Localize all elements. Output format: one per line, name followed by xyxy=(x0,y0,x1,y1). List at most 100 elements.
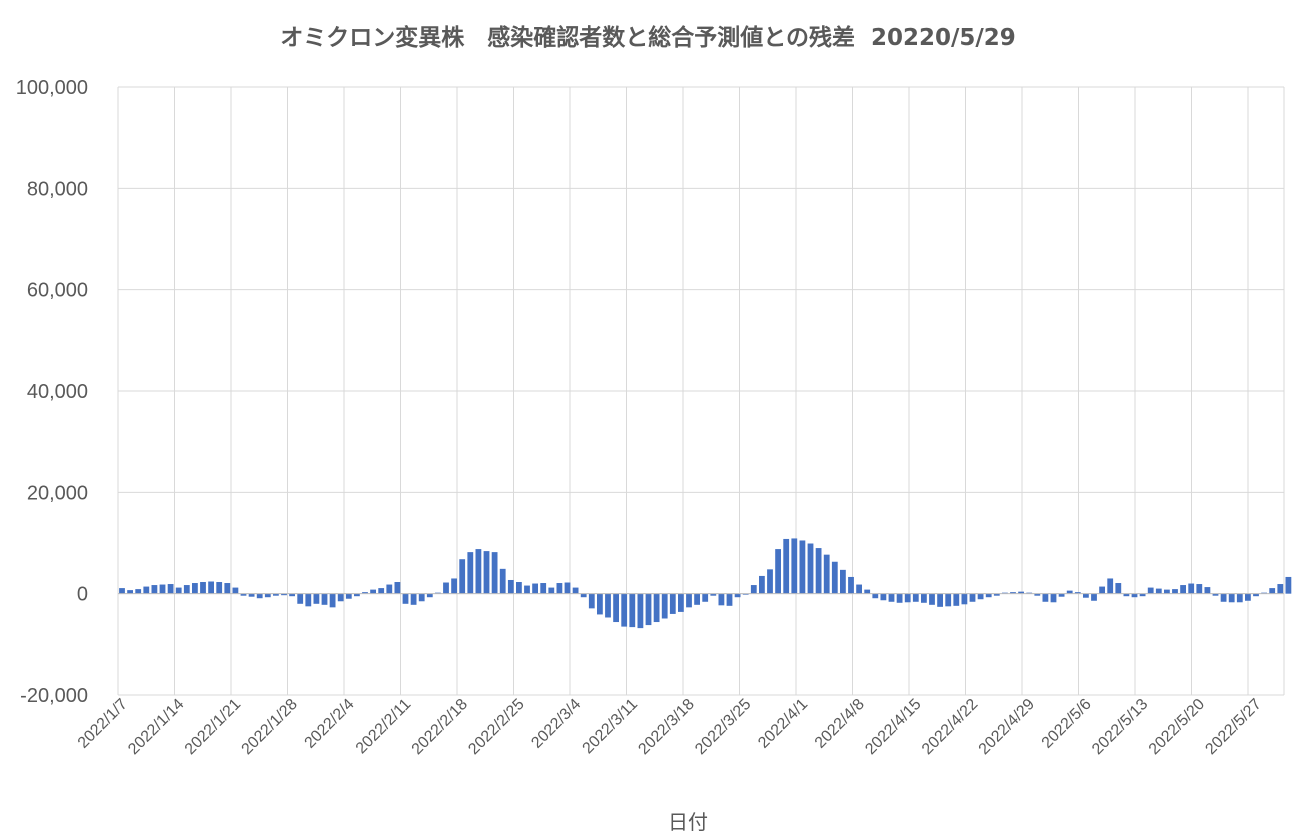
bar xyxy=(1099,586,1105,594)
bar xyxy=(507,579,514,594)
bar xyxy=(1091,593,1097,601)
bar xyxy=(807,543,814,594)
bar xyxy=(1131,593,1138,598)
bar xyxy=(710,593,717,596)
y-tick-label: -20,000 xyxy=(20,685,88,707)
x-tick-label: 2022/4/22 xyxy=(919,696,981,758)
bar xyxy=(564,582,571,594)
bar xyxy=(232,587,239,594)
bar xyxy=(143,586,150,594)
x-tick-label: 2022/3/18 xyxy=(635,696,697,758)
bar xyxy=(1164,589,1170,594)
bar xyxy=(443,582,449,594)
bar xyxy=(694,593,700,605)
bar xyxy=(426,593,433,598)
bar xyxy=(313,593,320,604)
x-tick-label: 2022/2/4 xyxy=(302,696,358,752)
bar xyxy=(872,593,879,599)
bar xyxy=(167,584,174,594)
x-tick-label: 2022/5/20 xyxy=(1146,696,1208,758)
bar xyxy=(823,554,830,594)
bar xyxy=(1002,592,1008,594)
bar xyxy=(1204,587,1211,594)
bar xyxy=(629,593,636,628)
bar xyxy=(937,593,943,607)
bar xyxy=(985,593,992,598)
bar xyxy=(621,593,628,627)
bar xyxy=(402,593,409,604)
y-tick-label: 0 xyxy=(77,584,88,606)
bar xyxy=(435,592,441,594)
bar xyxy=(516,582,522,594)
bar xyxy=(1026,592,1033,594)
bar xyxy=(929,593,935,605)
bar xyxy=(289,593,295,597)
bar xyxy=(483,551,490,594)
bar xyxy=(548,587,555,594)
bar xyxy=(678,593,684,612)
bar xyxy=(1147,587,1154,594)
bar xyxy=(127,590,133,594)
bar xyxy=(750,585,757,594)
bar xyxy=(216,582,223,594)
x-tick-label: 2022/2/25 xyxy=(465,696,527,758)
y-tick-label: 80,000 xyxy=(27,178,88,200)
bar xyxy=(208,581,214,594)
bar xyxy=(864,589,871,594)
bar xyxy=(645,593,652,626)
bar xyxy=(1236,593,1243,603)
bar xyxy=(945,593,952,607)
bar xyxy=(605,593,611,618)
bar xyxy=(183,585,190,594)
bar xyxy=(305,593,312,607)
bar xyxy=(1285,576,1292,594)
bar xyxy=(459,559,466,594)
bar xyxy=(1066,590,1073,594)
bar xyxy=(200,582,206,594)
bar xyxy=(394,582,401,594)
bar xyxy=(337,593,344,602)
bar xyxy=(467,552,474,594)
bar xyxy=(264,593,271,598)
bar xyxy=(1180,585,1186,594)
bar xyxy=(491,552,498,594)
bar xyxy=(888,593,895,602)
bar xyxy=(532,583,538,594)
y-tick-label: 100,000 xyxy=(16,77,88,99)
bar xyxy=(475,549,482,594)
bar xyxy=(1074,592,1081,594)
bar xyxy=(815,548,822,594)
x-tick-label: 2022/1/21 xyxy=(182,696,244,758)
bar xyxy=(297,593,304,604)
bar xyxy=(848,576,854,594)
bar xyxy=(880,593,887,601)
bar xyxy=(1269,588,1276,594)
bar xyxy=(224,583,231,594)
bar xyxy=(175,587,182,594)
bar xyxy=(1228,593,1235,603)
bar xyxy=(192,583,198,594)
bar xyxy=(273,593,279,596)
bar xyxy=(524,585,530,594)
x-tick-label: 2022/4/8 xyxy=(812,696,868,752)
bar xyxy=(410,593,417,605)
y-tick-label: 40,000 xyxy=(27,381,88,403)
x-tick-label: 2022/1/28 xyxy=(239,696,301,758)
bar xyxy=(759,575,765,594)
bar xyxy=(1050,593,1057,603)
bar xyxy=(702,593,709,602)
bar xyxy=(831,561,838,594)
bar xyxy=(637,593,644,629)
bar xyxy=(921,593,927,603)
chart-title: オミクロン変異株 感染確認者数と総合予測値との残差 20220/5/29 xyxy=(280,25,1016,51)
x-tick-label: 2022/2/18 xyxy=(409,696,471,758)
bar xyxy=(1018,591,1024,594)
bar xyxy=(1261,592,1267,594)
bar xyxy=(969,593,976,602)
bar xyxy=(386,584,393,594)
bar xyxy=(119,588,125,594)
bar xyxy=(661,593,668,619)
bar xyxy=(726,593,733,606)
bar xyxy=(1139,593,1146,597)
bar xyxy=(1083,593,1089,598)
